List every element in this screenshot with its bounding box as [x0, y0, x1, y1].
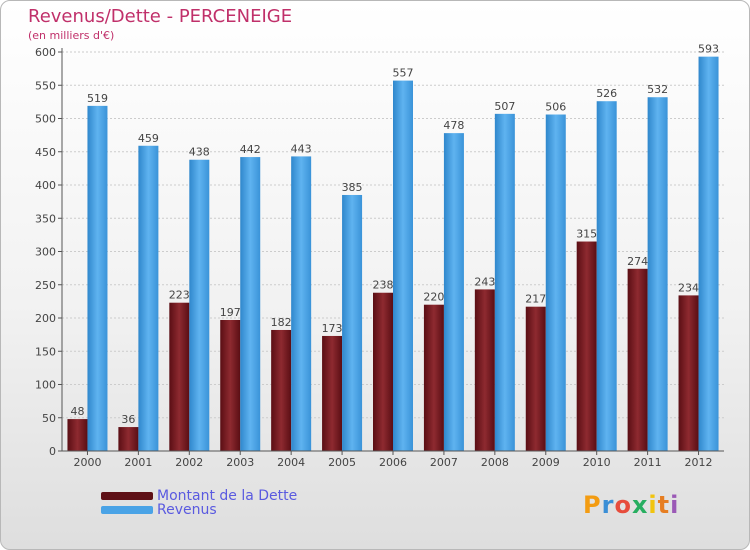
- x-tick-label: 2001: [124, 456, 152, 469]
- data-label-revenue: 557: [393, 67, 414, 80]
- y-tick-label: 100: [35, 379, 56, 392]
- legend-label-debt: Montant de la Dette: [157, 488, 298, 504]
- x-tick-label: 2000: [73, 456, 101, 469]
- bar-debt: [525, 306, 546, 451]
- data-label-revenue: 593: [698, 43, 719, 56]
- bar-debt: [373, 292, 393, 451]
- data-label-debt: 182: [271, 316, 292, 329]
- logo-letter: P: [583, 491, 602, 519]
- x-tick-label: 2010: [583, 456, 611, 469]
- bar-debt: [423, 304, 444, 451]
- x-tick-label: 2009: [532, 456, 560, 469]
- bar-revenue: [138, 145, 159, 451]
- data-label-revenue: 519: [87, 92, 108, 105]
- data-label-revenue: 443: [291, 142, 312, 155]
- proxiti-logo: Proxiti: [583, 491, 679, 519]
- bar-revenue: [494, 113, 515, 451]
- data-label-debt: 173: [322, 322, 343, 335]
- bar-revenue: [647, 97, 668, 451]
- y-tick-label: 450: [35, 146, 56, 159]
- data-label-debt: 243: [474, 275, 495, 288]
- chart-subtitle: (en milliers d'€): [28, 29, 115, 42]
- bar-revenue: [189, 159, 210, 452]
- bar-revenue: [443, 133, 464, 451]
- legend-item-revenue: Revenus: [101, 502, 217, 518]
- data-label-revenue: 526: [596, 87, 617, 100]
- data-label-revenue: 438: [189, 146, 210, 159]
- y-tick-label: 50: [42, 412, 56, 425]
- data-label-debt: 223: [169, 289, 190, 302]
- y-tick-label: 500: [35, 113, 56, 126]
- y-tick-label: 150: [35, 345, 56, 358]
- data-label-revenue: 532: [647, 83, 668, 96]
- legend-item-debt: Montant de la Dette: [101, 488, 297, 504]
- x-tick-label: 2005: [328, 456, 356, 469]
- logo-letter: i: [670, 491, 680, 519]
- x-tick-label: 2002: [175, 456, 203, 469]
- y-tick-label: 550: [35, 79, 56, 92]
- data-label-debt: 274: [627, 255, 648, 268]
- bar-revenue: [393, 80, 413, 451]
- data-label-revenue: 507: [494, 100, 515, 113]
- x-tick-label: 2003: [226, 456, 254, 469]
- legend-label-revenue: Revenus: [157, 502, 217, 518]
- bar-debt: [118, 427, 139, 451]
- data-label-debt: 220: [423, 291, 444, 304]
- bar-debt: [67, 419, 88, 451]
- chart-title: Revenus/Dette - PERCENEIGE: [28, 6, 293, 27]
- y-tick-label: 300: [35, 246, 56, 259]
- data-label-debt: 197: [220, 306, 241, 319]
- x-tick-label: 2004: [277, 456, 305, 469]
- x-tick-label: 2006: [379, 456, 407, 469]
- bar-revenue: [545, 114, 566, 451]
- data-label-debt: 217: [525, 293, 546, 306]
- y-tick-label: 350: [35, 212, 56, 225]
- y-tick-label: 400: [35, 179, 56, 192]
- data-label-debt: 234: [678, 281, 699, 294]
- bar-revenue: [596, 101, 617, 452]
- bar-revenue: [698, 56, 719, 451]
- y-tick-label: 0: [49, 445, 56, 458]
- data-label-debt: 36: [121, 413, 135, 426]
- logo-letter: t: [657, 491, 671, 519]
- data-label-revenue: 478: [443, 119, 464, 132]
- data-label-revenue: 385: [342, 181, 363, 194]
- data-label-debt: 315: [576, 228, 597, 241]
- logo-letter: i: [648, 491, 658, 519]
- bar-debt: [220, 319, 241, 451]
- x-tick-label: 2011: [634, 456, 662, 469]
- logo-letter: x: [631, 491, 649, 519]
- data-label-revenue: 459: [138, 132, 159, 145]
- data-label-debt: 48: [70, 405, 84, 418]
- bar-debt: [678, 295, 699, 451]
- bar-revenue: [240, 157, 261, 451]
- y-tick-label: 600: [35, 46, 56, 59]
- y-tick-label: 200: [35, 312, 56, 325]
- x-tick-label: 2007: [430, 456, 458, 469]
- bar-revenue: [87, 105, 108, 452]
- x-tick-label: 2008: [481, 456, 509, 469]
- bar-debt: [271, 329, 292, 451]
- bar-debt: [322, 335, 343, 451]
- logo-letter: o: [614, 491, 632, 519]
- bar-revenue: [342, 194, 363, 451]
- data-label-debt: 238: [373, 279, 394, 292]
- legend-swatch-revenue: [101, 506, 153, 514]
- bar-revenue: [291, 156, 312, 451]
- bar-debt: [627, 268, 648, 451]
- y-tick-label: 250: [35, 279, 56, 292]
- bar-debt: [169, 302, 190, 451]
- data-label-revenue: 442: [240, 143, 261, 156]
- legend-swatch-debt: [101, 492, 153, 500]
- logo-letter: r: [601, 491, 615, 519]
- data-label-revenue: 506: [545, 101, 566, 114]
- bar-debt: [576, 241, 597, 451]
- bar-debt: [474, 289, 495, 451]
- x-tick-label: 2012: [685, 456, 713, 469]
